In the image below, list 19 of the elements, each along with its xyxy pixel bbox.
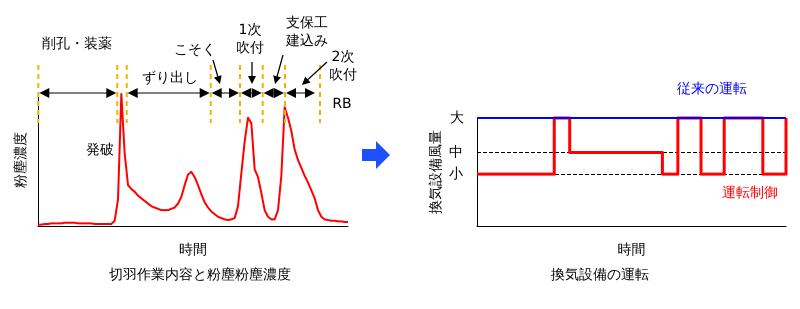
x-axis-title: 時間: [179, 242, 207, 258]
x-axis-title: 時間: [618, 242, 646, 258]
ref-line-label: 小: [449, 166, 463, 182]
text: 2次吹付: [328, 48, 358, 84]
text: 大: [450, 108, 464, 128]
y-axis-title: 換気設備風量: [428, 130, 444, 214]
series-label: 従来の運転: [677, 80, 747, 98]
text: 支保工建込み: [284, 14, 329, 50]
y-axis-title: 粉塵濃度: [13, 132, 29, 188]
ref-line-label: 中: [449, 144, 463, 161]
text: 1次吹付: [235, 20, 265, 58]
series-label: 運転制御: [722, 184, 778, 202]
text: 切羽作業内容と粉塵粉塵濃度: [109, 267, 291, 283]
text: 削孔・装薬: [42, 34, 112, 54]
text: ずり出し: [142, 68, 198, 88]
text: 換気設備の運転: [551, 267, 649, 283]
annotation: 発破: [86, 140, 114, 160]
text: こそく: [174, 40, 216, 60]
annotation: RB: [332, 94, 352, 114]
